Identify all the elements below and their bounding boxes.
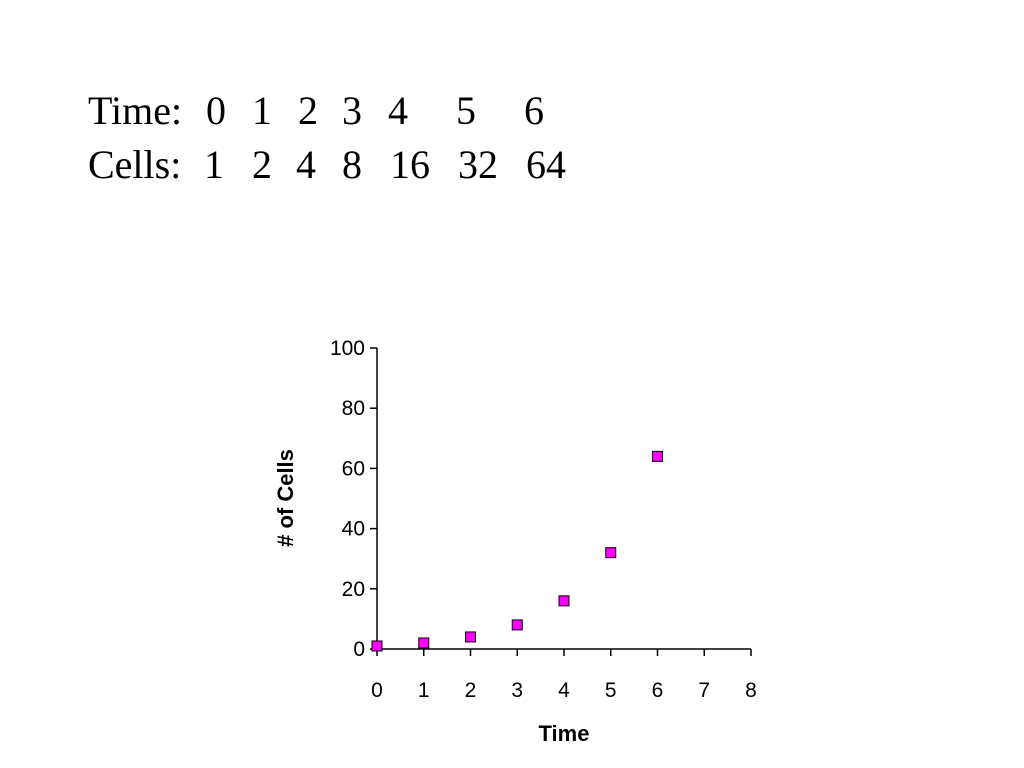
data-point — [418, 637, 430, 649]
x-tick-label: 6 — [652, 679, 664, 702]
cells-cell: 64 — [526, 142, 566, 187]
time-cell: 3 — [342, 88, 362, 133]
x-tick-label: 1 — [418, 679, 430, 702]
cells-row-label: Cells: — [88, 142, 182, 187]
cells-cell: 4 — [296, 142, 316, 187]
x-tick-label: 5 — [605, 679, 617, 702]
cells-cell: 8 — [342, 142, 362, 187]
chart-ticks: 0 20 40 60 80 100 0 1 2 3 4 5 6 7 8 — [330, 337, 757, 702]
y-tick-label: 0 — [353, 638, 365, 661]
cells-cell: 2 — [252, 142, 272, 187]
time-cell: 5 — [456, 88, 476, 133]
time-cell: 0 — [206, 88, 226, 133]
cells-cell: 1 — [204, 142, 224, 187]
x-tick-label: 0 — [371, 679, 383, 702]
y-tick-label: 100 — [330, 337, 365, 360]
data-point — [371, 640, 383, 652]
y-tick-label: 80 — [342, 397, 365, 420]
data-point — [465, 631, 476, 643]
x-tick-label: 7 — [698, 679, 710, 702]
y-axis-title: # of Cells — [273, 449, 298, 547]
data-point — [558, 595, 570, 607]
cells-cell: 16 — [390, 142, 430, 187]
y-tick-label: 60 — [342, 457, 365, 480]
time-row-label: Time: — [88, 88, 183, 133]
x-tick-label: 2 — [465, 679, 477, 702]
chart-points — [371, 450, 663, 652]
data-point — [511, 619, 523, 631]
time-cell: 1 — [252, 88, 272, 133]
cells-cell: 32 — [458, 142, 498, 187]
data-point — [652, 450, 663, 462]
y-tick-label: 40 — [342, 518, 365, 541]
time-cell: 4 — [388, 88, 408, 133]
x-tick-label: 3 — [511, 679, 523, 702]
x-axis-title: Time — [539, 721, 590, 746]
x-tick-label: 4 — [558, 679, 570, 702]
time-cell: 2 — [298, 88, 318, 133]
y-tick-label: 20 — [342, 578, 365, 601]
time-cell: 6 — [524, 88, 544, 133]
x-tick-label: 8 — [745, 679, 757, 702]
data-point — [605, 547, 617, 559]
